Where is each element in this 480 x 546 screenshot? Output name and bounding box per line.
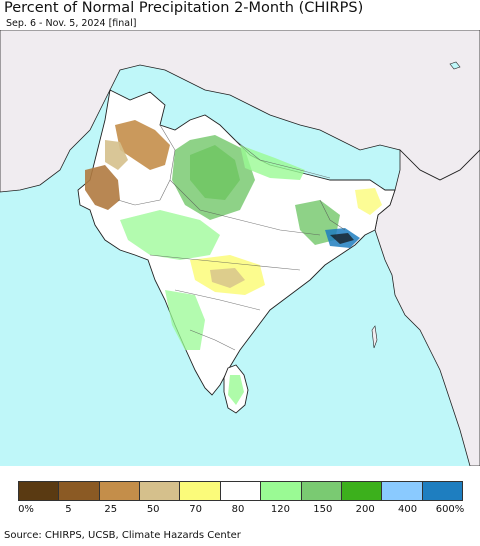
- legend-swatch: [421, 481, 463, 501]
- legend-swatch: [260, 481, 302, 501]
- legend-label: 150: [313, 504, 333, 515]
- moderate-patch-northeast: [355, 188, 382, 215]
- legend-swatch: [300, 481, 342, 501]
- legend-swatch: [58, 481, 100, 501]
- wet-patch-nepal: [240, 145, 305, 180]
- island-andaman: [371, 325, 378, 349]
- legend-labels: 0% 5 25 50 70 80 120 150 200 400 600%: [18, 504, 465, 518]
- legend-label: 0%: [18, 504, 34, 515]
- legend-swatch: [139, 481, 181, 501]
- legend-swatch: [219, 481, 262, 501]
- map-subtitle: Sep. 6 - Nov. 5, 2024 [final]: [6, 18, 137, 29]
- wet-patch-sri-lanka: [228, 375, 244, 405]
- internal-borders: [117, 124, 346, 351]
- legend-swatch: [18, 481, 60, 501]
- legend-swatch: [98, 481, 141, 501]
- wet-patch-south-india: [165, 290, 205, 350]
- legend-swatch: [340, 481, 383, 501]
- map-title: Percent of Normal Precipitation 2-Month …: [4, 0, 364, 16]
- precipitation-map: [0, 30, 480, 466]
- legend-label: 50: [146, 504, 160, 515]
- wet-patch-central-india: [120, 210, 220, 260]
- dry-patch-pakistan-north: [115, 120, 170, 170]
- wet-patch-north-india-halo: [172, 135, 255, 220]
- legend-label: 25: [104, 504, 118, 515]
- legend-label: 400: [398, 504, 418, 515]
- island-maldives-lake: [449, 61, 461, 70]
- source-note: Source: CHIRPS, UCSB, Climate Hazards Ce…: [4, 530, 241, 541]
- legend-color-bar: [18, 481, 463, 501]
- dry-patch-deccan-2: [210, 268, 245, 288]
- moderate-patch-pakistan: [105, 140, 128, 170]
- map-panel: [0, 30, 480, 466]
- very-wet-bangladesh-core: [330, 233, 354, 244]
- legend-label: 600%: [435, 504, 465, 515]
- legend-label: 80: [231, 504, 245, 515]
- legend-label: 200: [355, 504, 375, 515]
- legend-label: 120: [270, 504, 290, 515]
- legend-label: 70: [189, 504, 202, 515]
- legend-swatch: [381, 481, 423, 501]
- legend-swatch: [179, 481, 221, 501]
- dry-patch-pakistan-south: [85, 165, 120, 210]
- legend-label: 5: [65, 504, 72, 515]
